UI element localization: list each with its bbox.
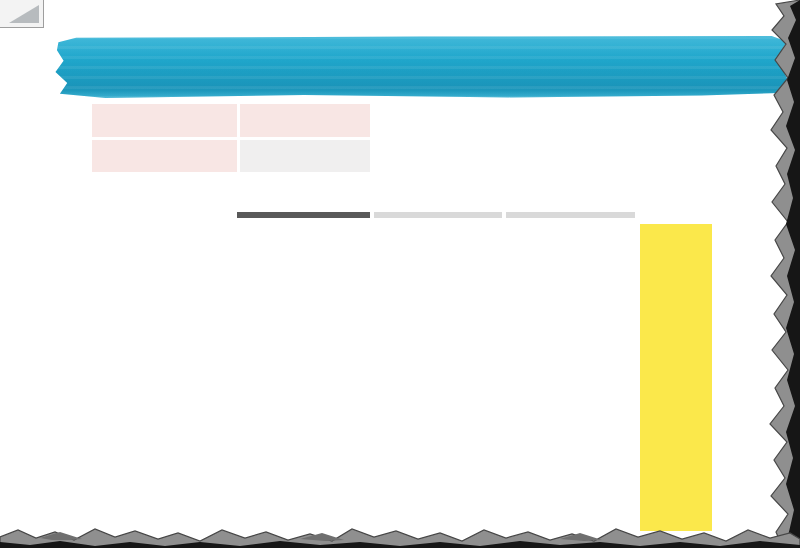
month-value-cell[interactable] xyxy=(240,140,370,172)
select-all-triangle-icon xyxy=(9,5,39,23)
sheet-canvas xyxy=(44,28,800,548)
actual-underline-bar xyxy=(237,212,370,218)
title-banner xyxy=(54,36,790,98)
col-label-py[interactable] xyxy=(374,186,500,212)
select-all-corner[interactable] xyxy=(0,0,44,28)
col-label-delta-pl[interactable] xyxy=(658,186,778,212)
py-underline-bar xyxy=(374,212,502,218)
plan-underline-bar xyxy=(506,212,635,218)
col-label-actual[interactable] xyxy=(240,186,366,212)
month-label-cell[interactable] xyxy=(92,140,237,172)
delta-py-highlight-column xyxy=(640,224,712,531)
year-label-cell[interactable] xyxy=(92,104,237,137)
spreadsheet-window xyxy=(0,0,800,548)
year-value-cell[interactable] xyxy=(240,104,370,137)
